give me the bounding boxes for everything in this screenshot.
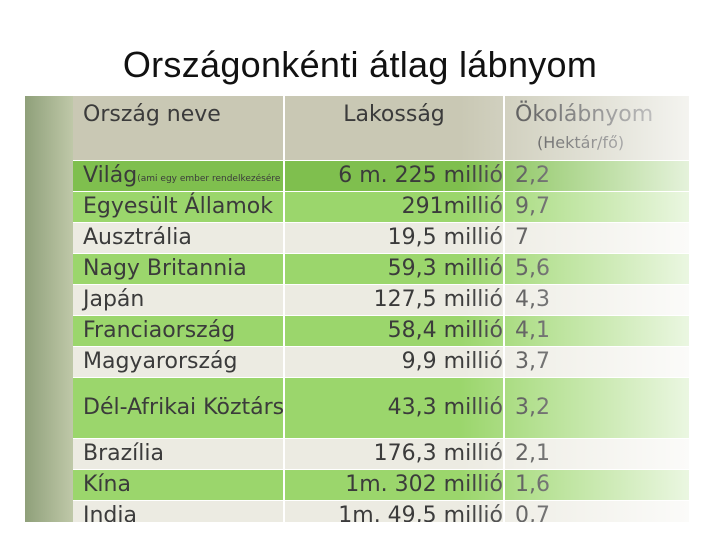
header-footprint: Ökolábnyom (Hektár/fő): [504, 96, 690, 161]
cell-footprint: 4,1: [504, 315, 690, 347]
header-population: Lakosság: [284, 96, 505, 161]
decorative-strip: [25, 96, 73, 522]
cell-country: Magyarország: [73, 346, 285, 378]
cell-footprint: 2,1: [504, 438, 690, 470]
slide-title: Országonkénti átlag lábnyom: [122, 44, 598, 85]
table-row: India 1m. 49,5 millió 0,7: [73, 500, 690, 522]
cell-footprint: 3,7: [504, 346, 690, 378]
cell-footprint: 7: [504, 222, 690, 254]
country-name: Világ: [83, 163, 138, 188]
cell-country: Franciaország: [73, 315, 285, 347]
cell-country: Egyesült Államok: [73, 191, 285, 223]
cell-footprint: 4,3: [504, 284, 690, 316]
cell-footprint: 9,7: [504, 191, 690, 223]
table-row: Dél-Afrikai Köztársaság 43,3 millió 3,2: [73, 377, 690, 439]
table-row-world: Világ(ami egy ember rendelkezésére áll) …: [73, 160, 690, 192]
table-header-row: Ország neve Lakosság Ökolábnyom (Hektár/…: [73, 96, 690, 161]
cell-population: 59,3 millió: [284, 253, 505, 285]
table-row: Nagy Britannia 59,3 millió 5,6: [73, 253, 690, 285]
cell-country: Brazília: [73, 438, 285, 470]
cell-footprint: 5,6: [504, 253, 690, 285]
cell-country: Világ(ami egy ember rendelkezésére áll): [73, 160, 285, 192]
table-row: Egyesült Államok 291millió 9,7: [73, 191, 690, 223]
cell-population: 127,5 millió: [284, 284, 505, 316]
table-row: Brazília 176,3 millió 2,1: [73, 438, 690, 470]
cell-population: 176,3 millió: [284, 438, 505, 470]
table-row: Ausztrália 19,5 millió 7: [73, 222, 690, 254]
cell-footprint: 0,7: [504, 500, 690, 522]
header-country: Ország neve: [73, 96, 285, 161]
cell-country: Ausztrália: [73, 222, 285, 254]
cell-footprint: 2,2: [504, 160, 690, 192]
table-row: Franciaország 58,4 millió 4,1: [73, 315, 690, 347]
table-row: Magyarország 9,9 millió 3,7: [73, 346, 690, 378]
table-row: Kína 1m. 302 millió 1,6: [73, 469, 690, 501]
cell-country: India: [73, 500, 285, 522]
cell-population: 6 m. 225 millió: [284, 160, 505, 192]
header-footprint-label: Ökolábnyom: [515, 102, 654, 127]
cell-country: Dél-Afrikai Köztársaság: [73, 377, 285, 439]
footprint-table: Ország neve Lakosság Ökolábnyom (Hektár/…: [73, 96, 690, 522]
cell-population: 9,9 millió: [284, 346, 505, 378]
world-note: (ami egy ember rendelkezésére áll): [137, 174, 284, 184]
table-row: Japán 127,5 millió 4,3: [73, 284, 690, 316]
cell-population: 58,4 millió: [284, 315, 505, 347]
cell-footprint: 1,6: [504, 469, 690, 501]
footprint-table-image: Ország neve Lakosság Ökolábnyom (Hektár/…: [25, 96, 690, 522]
cell-population: 1m. 302 millió: [284, 469, 505, 501]
cell-country: Kína: [73, 469, 285, 501]
cell-country: Nagy Britannia: [73, 253, 285, 285]
cell-population: 291millió: [284, 191, 505, 223]
cell-footprint: 3,2: [504, 377, 690, 439]
cell-population: 1m. 49,5 millió: [284, 500, 505, 522]
header-footprint-unit: (Hektár/fő): [537, 133, 625, 152]
cell-country: Japán: [73, 284, 285, 316]
cell-population: 19,5 millió: [284, 222, 505, 254]
cell-population: 43,3 millió: [284, 377, 505, 439]
